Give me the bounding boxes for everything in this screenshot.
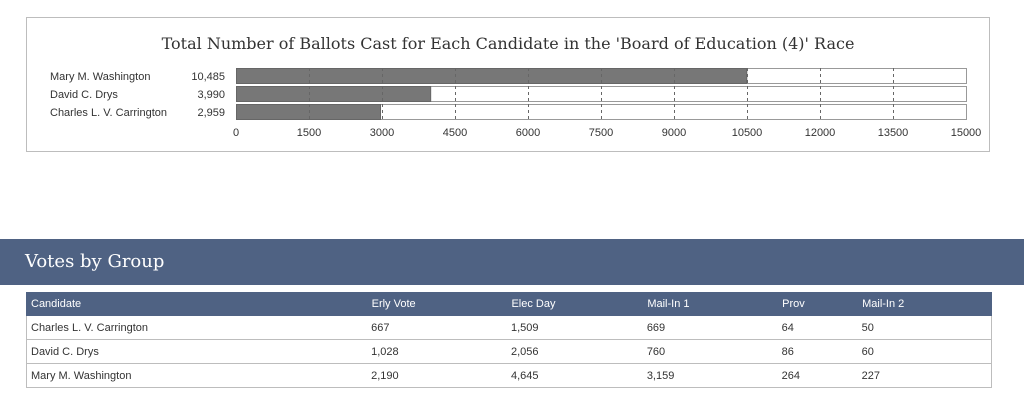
votes-table: Candidate Erly Vote Elec Day Mail-In 1 P… bbox=[26, 292, 992, 388]
header-candidate: Candidate bbox=[26, 292, 368, 316]
header-mail-in-1: Mail-In 1 bbox=[642, 292, 779, 316]
header-elec-day: Elec Day bbox=[506, 292, 644, 316]
bar-chart: Mary M. Washington 10,485 David C. Drys 3,9… bbox=[50, 68, 982, 139]
value-label: 2,959 bbox=[197, 107, 225, 119]
category-label: Mary M. Washington bbox=[50, 71, 150, 83]
tick-label: 0 bbox=[233, 127, 239, 139]
cell-prov: 264 bbox=[777, 363, 858, 388]
cell-erly-vote: 2,190 bbox=[367, 363, 507, 388]
cell-mail-in-2: 60 bbox=[857, 339, 992, 364]
tick-label: 6000 bbox=[516, 127, 540, 139]
cell-candidate: David C. Drys bbox=[26, 339, 368, 364]
bar bbox=[236, 68, 748, 84]
tick-label: 15000 bbox=[951, 127, 982, 139]
cell-elec-day: 2,056 bbox=[506, 339, 643, 364]
cell-mail-in-1: 3,159 bbox=[642, 363, 778, 388]
tick-label: 7500 bbox=[589, 127, 613, 139]
cell-prov: 86 bbox=[777, 339, 858, 364]
cell-candidate: Mary M. Washington bbox=[26, 363, 368, 388]
header-prov: Prov bbox=[777, 292, 859, 316]
category-label: Charles L. V. Carrington bbox=[50, 107, 167, 119]
cell-mail-in-1: 669 bbox=[642, 315, 778, 340]
cell-candidate: Charles L. V. Carrington bbox=[26, 315, 368, 340]
chart-title: Total Number of Ballots Cast for Each Ca… bbox=[161, 34, 855, 53]
tick-label: 13500 bbox=[878, 127, 909, 139]
cell-erly-vote: 667 bbox=[367, 315, 507, 340]
table-row: Mary M. Washington 2,190 4,645 3,159 264… bbox=[26, 363, 992, 388]
bar bbox=[236, 86, 432, 102]
table-row: Charles L. V. Carrington 667 1,509 669 6… bbox=[26, 315, 992, 340]
chart-container bbox=[26, 17, 990, 152]
tick-label: 3000 bbox=[370, 127, 394, 139]
section-header: Votes by Group bbox=[0, 239, 1024, 285]
category-label: David C. Drys bbox=[50, 89, 118, 101]
tick-label: 9000 bbox=[662, 127, 686, 139]
bar bbox=[236, 104, 382, 120]
cell-mail-in-2: 50 bbox=[857, 315, 992, 340]
value-label: 3,990 bbox=[197, 89, 225, 101]
cell-elec-day: 4,645 bbox=[506, 363, 643, 388]
value-label: 10,485 bbox=[191, 71, 225, 83]
table-header-row: Candidate Erly Vote Elec Day Mail-In 1 P… bbox=[26, 292, 992, 316]
header-mail-in-2: Mail-In 2 bbox=[857, 292, 992, 316]
tick-label: 12000 bbox=[805, 127, 836, 139]
cell-prov: 64 bbox=[777, 315, 858, 340]
cell-elec-day: 1,509 bbox=[506, 315, 643, 340]
cell-erly-vote: 1,028 bbox=[367, 339, 507, 364]
header-erly-vote: Erly Vote bbox=[366, 292, 508, 316]
cell-mail-in-1: 760 bbox=[642, 339, 778, 364]
table-row: David C. Drys 1,028 2,056 760 86 60 bbox=[26, 339, 992, 364]
tick-label: 4500 bbox=[443, 127, 467, 139]
cell-mail-in-2: 227 bbox=[857, 363, 992, 388]
tick-label: 10500 bbox=[732, 127, 763, 139]
tick-label: 1500 bbox=[297, 127, 321, 139]
section-title: Votes by Group bbox=[25, 251, 165, 272]
